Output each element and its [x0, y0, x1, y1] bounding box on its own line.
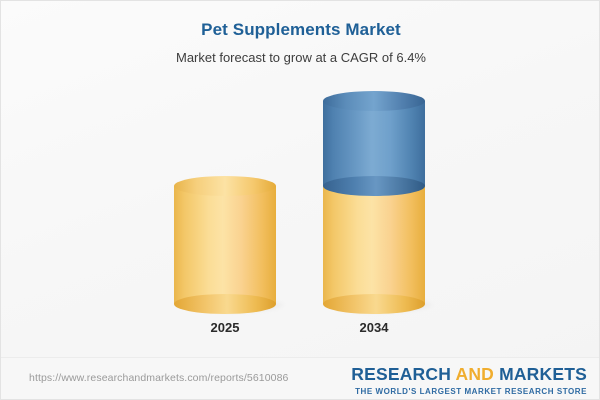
bar-segment-base-2025 — [174, 176, 276, 314]
logo-word-and: AND — [455, 364, 494, 384]
bar-segment-growth-2034 — [323, 91, 425, 196]
bar-segment-body — [174, 186, 276, 304]
research-and-markets-logo[interactable]: RESEARCH AND MARKETS THE WORLD'S LARGEST… — [351, 364, 587, 397]
bar-cap-top — [323, 91, 425, 111]
bar-category-label-2034: 2034 — [359, 320, 389, 335]
bar-segment-body — [323, 186, 425, 304]
logo-tagline: THE WORLD'S LARGEST MARKET RESEARCH STOR… — [355, 387, 587, 396]
bar-segment-body — [323, 101, 425, 186]
chart-header: Pet Supplements Market Market forecast t… — [1, 19, 599, 67]
logo-word-research: RESEARCH — [351, 364, 452, 384]
bar-segment-base-2034 — [323, 186, 425, 314]
logo-wordmark: RESEARCH AND MARKETS — [351, 364, 587, 384]
chart-plot-area: 2.9 billion 2025 5 billion — [1, 91, 599, 341]
bar-cap-bottom — [323, 294, 425, 314]
bar-cylinder-2034[interactable] — [323, 91, 425, 314]
report-url[interactable]: https://www.researchandmarkets.com/repor… — [29, 372, 289, 384]
chart-title: Pet Supplements Market — [201, 20, 401, 39]
bar-cap-top — [174, 176, 276, 196]
chart-subtitle: Market forecast to grow at a CAGR of 6.4… — [176, 50, 426, 65]
footer: https://www.researchandmarkets.com/repor… — [1, 358, 599, 399]
footer-divider — [1, 357, 599, 358]
bar-category-label-2025: 2025 — [210, 320, 240, 335]
bar-cylinder-2025[interactable] — [174, 176, 276, 314]
bar-cap-bottom — [323, 176, 425, 196]
logo-word-markets: MARKETS — [499, 364, 587, 384]
bar-cap-bottom — [174, 294, 276, 314]
